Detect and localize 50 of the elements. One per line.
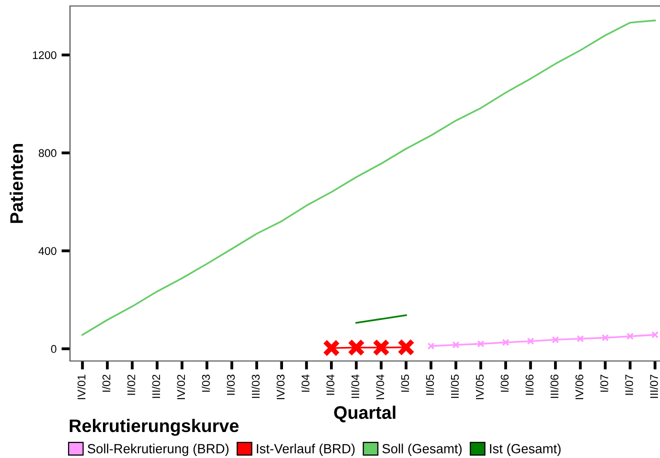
- x-tick-label: I/07: [600, 374, 608, 392]
- x-tick-label: I/03: [202, 374, 210, 392]
- x-tick-label: IV/01: [77, 374, 86, 400]
- x-tick-label: IV/04: [376, 374, 384, 400]
- point: [477, 340, 484, 348]
- legend-label: Soll (Gesamt): [382, 444, 462, 456]
- point: [452, 341, 460, 348]
- x-tick-label: II/04: [326, 374, 334, 395]
- y-axis-title: Patienten: [10, 144, 23, 223]
- x-tick-label: IV/03: [276, 374, 285, 400]
- x-tick-label: IV/06: [575, 374, 584, 400]
- point: [552, 336, 560, 344]
- x-tick-label: I/06: [500, 374, 509, 392]
- x-tick-label: III/07: [650, 374, 658, 398]
- point: [526, 338, 534, 345]
- legend-label: Ist-Verlauf (BRD): [256, 444, 355, 456]
- x-tick-label: IV/05: [476, 374, 484, 400]
- x-tick-label: III/05: [450, 374, 459, 398]
- point: [626, 332, 634, 340]
- x-tick-label: I/02: [102, 374, 110, 392]
- legend-title: Rekrutierungskurve: [70, 418, 239, 436]
- y-tick-label: 400: [38, 247, 56, 255]
- x-tick-label: III/03: [252, 374, 260, 398]
- point: [427, 342, 435, 350]
- x-tick-label: IV/02: [176, 374, 186, 400]
- legend-label: Soll-Rekrutierung (BRD): [88, 444, 228, 456]
- point: [322, 339, 340, 357]
- x-tick-label: I/05: [400, 374, 410, 392]
- point: [576, 335, 584, 342]
- y-tick-label: 0: [51, 345, 56, 353]
- legend-label: Ist (Gesamt): [490, 444, 561, 456]
- point: [602, 334, 609, 342]
- x-tick-label: II/02: [127, 374, 136, 395]
- point: [397, 338, 415, 356]
- x-tick-label: III/02: [152, 374, 160, 398]
- x-tick-label: II/07: [624, 374, 634, 395]
- point: [348, 338, 365, 356]
- point: [502, 338, 510, 346]
- x-tick-label: III/06: [550, 374, 558, 398]
- y-tick-label: 800: [38, 149, 56, 158]
- x-tick-label: II/06: [525, 374, 534, 395]
- line-series: [82, 20, 656, 336]
- x-axis-title: Quartal: [334, 406, 396, 422]
- y-tick-label: 1200: [32, 51, 56, 60]
- x-tick-label: II/03: [226, 374, 235, 395]
- point: [651, 331, 659, 338]
- x-tick-label: III/04: [351, 374, 360, 398]
- point: [372, 338, 390, 356]
- x-tick-label: II/05: [426, 374, 434, 395]
- x-tick-label: I/04: [301, 374, 310, 392]
